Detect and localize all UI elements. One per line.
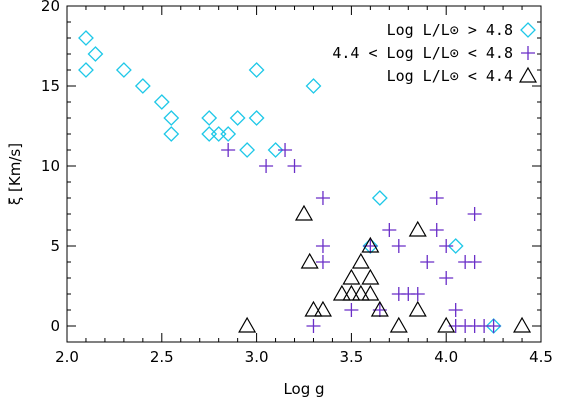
plus-point: [315, 255, 330, 269]
diamond-point: [153, 94, 170, 110]
plus-point: [344, 303, 359, 317]
legend-label: 4.4 < Log L/L⊙ < 4.8: [332, 44, 513, 62]
triangle-point: [294, 204, 314, 221]
y-tick-label: 15: [41, 77, 60, 95]
y-axis-title: ξ [Km/s]: [6, 143, 24, 205]
diamond-point: [267, 142, 284, 158]
plus-point: [410, 287, 425, 301]
plus-point: [306, 319, 321, 333]
diamond-point: [87, 46, 104, 62]
plus-point: [259, 159, 274, 173]
y-tick-label: 10: [41, 157, 60, 175]
x-tick-label: 3.5: [339, 348, 363, 366]
triangle-point: [513, 316, 532, 333]
triangle-point: [342, 268, 361, 285]
legend-marker: [518, 66, 538, 83]
diamond-point: [210, 126, 227, 142]
plus-point: [420, 255, 435, 269]
triangle-point: [351, 284, 370, 301]
plus-point: [382, 223, 397, 237]
x-tick-label: 3.0: [245, 348, 269, 366]
plus-point: [467, 207, 482, 221]
diamond-point: [201, 110, 218, 126]
triangle-point: [238, 316, 257, 333]
diamond-point: [163, 126, 180, 142]
triangle-point: [361, 236, 380, 253]
plus-point: [315, 191, 330, 205]
diamond-point: [305, 78, 322, 94]
legend-label: Log L/L⊙ > 4.8: [387, 21, 513, 39]
triangle-point: [370, 300, 389, 317]
diamond-point: [201, 126, 218, 142]
plus-point: [287, 159, 302, 173]
plus-point: [467, 255, 482, 269]
diamond-point: [115, 62, 132, 78]
legend-marker: [521, 46, 535, 60]
legend: Log L/L⊙ > 4.8 4.4 < Log L/L⊙ < 4.8 Log L/…: [332, 21, 538, 85]
plus-point: [486, 319, 501, 333]
plus-point: [315, 239, 330, 253]
triangle-point: [437, 316, 456, 333]
plus-point: [221, 143, 236, 157]
plot-frame: [66, 5, 542, 343]
plus-point: [391, 239, 406, 253]
diamond-point: [78, 30, 94, 46]
diamond-point: [371, 190, 388, 206]
plus-series: [221, 143, 501, 333]
triangle-point: [304, 300, 323, 317]
x-axis-title: Log g: [283, 380, 324, 398]
plus-point: [448, 303, 463, 317]
triangle-point: [361, 268, 380, 285]
triangle-point: [332, 284, 351, 301]
diamond-point: [248, 110, 265, 126]
triangle-point: [361, 284, 380, 301]
diamond-point: [163, 110, 180, 126]
diamond-point: [78, 62, 94, 78]
plus-point: [278, 143, 293, 157]
diamond-point: [229, 110, 246, 126]
x-tick-label: 2.0: [55, 348, 79, 366]
triangle-point: [313, 300, 332, 317]
diamond-point: [248, 62, 265, 78]
legend-marker: [520, 22, 536, 38]
diamond-point: [447, 238, 464, 254]
y-tick-label: 20: [41, 0, 60, 15]
x-tick-label: 4.5: [529, 348, 553, 366]
x-tick-label: 4.0: [434, 348, 458, 366]
diamond-point: [134, 78, 151, 94]
y-tick-label: 5: [50, 237, 60, 255]
y-tick-label: 0: [50, 317, 60, 335]
triangle-point: [351, 252, 370, 269]
diamond-point: [220, 126, 237, 142]
plus-point: [429, 223, 444, 237]
plus-point: [439, 271, 454, 285]
legend-label: Log L/L⊙ < 4.4: [387, 67, 513, 85]
triangle-point: [408, 300, 427, 317]
triangle-point: [342, 284, 361, 301]
plus-point: [439, 239, 454, 253]
triangle-point: [389, 316, 408, 333]
x-tick-label: 2.5: [150, 348, 174, 366]
triangle-series: [238, 204, 532, 333]
data-points: [78, 30, 532, 334]
triangle-point: [408, 220, 427, 237]
axis-tick-labels: 2.0 2.5 3.0 3.5 4.0 4.5 0 5 10 15 20: [41, 0, 553, 366]
triangle-point: [300, 252, 319, 269]
axis-ticks: [66, 5, 542, 343]
diamond-point: [239, 142, 256, 158]
plus-point: [429, 191, 444, 205]
